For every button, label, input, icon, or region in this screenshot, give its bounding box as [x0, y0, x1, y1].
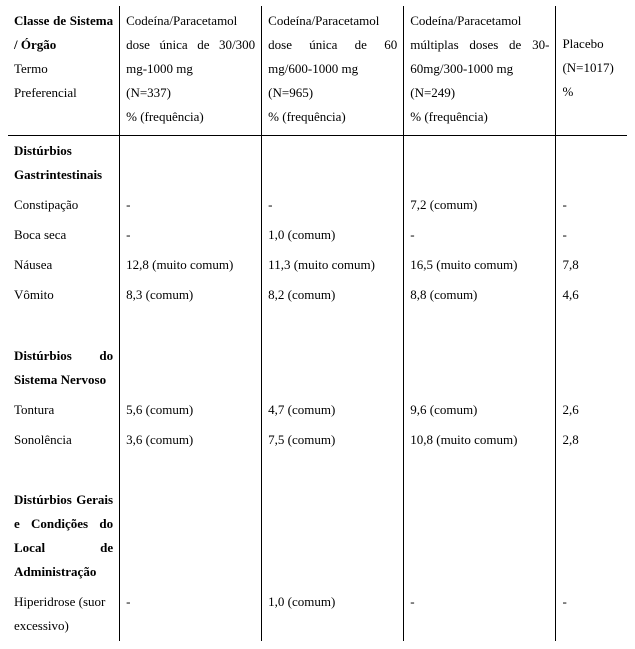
term-cell: Vômito: [8, 280, 120, 310]
section-title-row: Distúrbios do Sistema Nervoso: [8, 341, 627, 395]
term-cell: Boca seca: [8, 220, 120, 250]
value-cell: 7,2 (comum): [404, 190, 556, 220]
table-row: Náusea12,8 (muito comum)11,3 (muito comu…: [8, 250, 627, 280]
value-cell: 2,6: [556, 395, 627, 425]
header-col-placebo: Placebo (N=1017) %: [556, 6, 627, 136]
value-cell: 12,8 (muito comum): [120, 250, 262, 280]
spacer-cell: [8, 311, 120, 341]
value-cell: 7,5 (comum): [262, 425, 404, 455]
table-row: Tontura5,6 (comum)4,7 (comum)9,6 (comum)…: [8, 395, 627, 425]
term-cell: Constipação: [8, 190, 120, 220]
spacer-cell: [404, 455, 556, 485]
empty-cell: [556, 136, 627, 191]
term-cell: Hiperidrose (suor excessivo): [8, 587, 120, 641]
table-row: Hiperidrose (suor excessivo)-1,0 (comum)…: [8, 587, 627, 641]
header-c3-line2: (N=249): [410, 85, 455, 100]
empty-cell: [120, 341, 262, 395]
section-title-cell: Distúrbios do Sistema Nervoso: [8, 341, 120, 395]
header-col-multi: Codeína/Paracetamol múltiplas doses de 3…: [404, 6, 556, 136]
spacer-cell: [404, 311, 556, 341]
value-cell: 1,0 (comum): [262, 220, 404, 250]
value-cell: 8,8 (comum): [404, 280, 556, 310]
value-cell: 8,2 (comum): [262, 280, 404, 310]
value-cell: 8,3 (comum): [120, 280, 262, 310]
spacer-row: [8, 311, 627, 341]
value-cell: -: [404, 587, 556, 641]
header-c1-line1: Codeína/Paracetamol dose única de 30/300…: [126, 9, 255, 81]
term-cell: Sonolência: [8, 425, 120, 455]
empty-cell: [404, 136, 556, 191]
adverse-events-table: Classe de Sistema / Órgão Termo Preferen…: [8, 6, 627, 641]
empty-cell: [262, 136, 404, 191]
empty-cell: [556, 485, 627, 587]
section-title-cell: Distúrbios Gerais e Condições do Local d…: [8, 485, 120, 587]
spacer-cell: [262, 455, 404, 485]
header-term-line1: Classe de Sistema / Órgão: [14, 9, 113, 57]
section-title-row: Distúrbios Gerais e Condições do Local d…: [8, 485, 627, 587]
spacer-cell: [8, 455, 120, 485]
table-row: Sonolência3,6 (comum)7,5 (comum)10,8 (mu…: [8, 425, 627, 455]
spacer-cell: [120, 455, 262, 485]
section-title: Distúrbios Gerais e Condições do Local d…: [14, 488, 113, 584]
value-cell: 4,6: [556, 280, 627, 310]
value-cell: -: [556, 220, 627, 250]
empty-cell: [262, 485, 404, 587]
header-c4-line3: %: [562, 84, 573, 99]
header-c3-line1: Codeína/Paracetamol múltiplas doses de 3…: [410, 9, 549, 81]
page-container: Classe de Sistema / Órgão Termo Preferen…: [0, 0, 635, 649]
value-cell: -: [556, 587, 627, 641]
header-c1-line3: % (frequência): [126, 109, 204, 124]
header-c1-line2: (N=337): [126, 85, 171, 100]
section-title-cell: Distúrbios Gastrintestinais: [8, 136, 120, 191]
value-cell: 4,7 (comum): [262, 395, 404, 425]
header-c2-line3: % (frequência): [268, 109, 346, 124]
value-cell: -: [120, 220, 262, 250]
header-term-line2: Termo Preferencial: [14, 57, 113, 105]
header-col-single30: Codeína/Paracetamol dose única de 30/300…: [120, 6, 262, 136]
empty-cell: [120, 136, 262, 191]
value-cell: 10,8 (muito comum): [404, 425, 556, 455]
table-row: Constipação--7,2 (comum)-: [8, 190, 627, 220]
empty-cell: [556, 341, 627, 395]
table-row: Boca seca-1,0 (comum)--: [8, 220, 627, 250]
spacer-cell: [120, 311, 262, 341]
header-c4-line2: (N=1017): [562, 60, 613, 75]
spacer-cell: [556, 455, 627, 485]
value-cell: 1,0 (comum): [262, 587, 404, 641]
value-cell: 7,8: [556, 250, 627, 280]
empty-cell: [120, 485, 262, 587]
term-cell: Tontura: [8, 395, 120, 425]
value-cell: -: [120, 587, 262, 641]
section-title: Distúrbios do Sistema Nervoso: [14, 344, 113, 392]
spacer-row: [8, 455, 627, 485]
value-cell: 5,6 (comum): [120, 395, 262, 425]
header-c2-line2: (N=965): [268, 85, 313, 100]
header-col-single60: Codeína/Paracetamol dose única de 60 mg/…: [262, 6, 404, 136]
section-title-row: Distúrbios Gastrintestinais: [8, 136, 627, 191]
table-header-row: Classe de Sistema / Órgão Termo Preferen…: [8, 6, 627, 136]
spacer-cell: [556, 311, 627, 341]
spacer-cell: [262, 311, 404, 341]
term-cell: Náusea: [8, 250, 120, 280]
value-cell: 16,5 (muito comum): [404, 250, 556, 280]
table-row: Vômito8,3 (comum)8,2 (comum)8,8 (comum)4…: [8, 280, 627, 310]
empty-cell: [404, 341, 556, 395]
header-c3-line3: % (frequência): [410, 109, 488, 124]
value-cell: -: [404, 220, 556, 250]
value-cell: -: [556, 190, 627, 220]
value-cell: 2,8: [556, 425, 627, 455]
header-c2-line1: Codeína/Paracetamol dose única de 60 mg/…: [268, 9, 397, 81]
header-c4-line1: Placebo: [562, 36, 603, 51]
value-cell: 3,6 (comum): [120, 425, 262, 455]
value-cell: -: [262, 190, 404, 220]
value-cell: -: [120, 190, 262, 220]
header-col-term: Classe de Sistema / Órgão Termo Preferen…: [8, 6, 120, 136]
empty-cell: [262, 341, 404, 395]
value-cell: 11,3 (muito comum): [262, 250, 404, 280]
section-title: Distúrbios Gastrintestinais: [14, 139, 113, 187]
value-cell: 9,6 (comum): [404, 395, 556, 425]
empty-cell: [404, 485, 556, 587]
